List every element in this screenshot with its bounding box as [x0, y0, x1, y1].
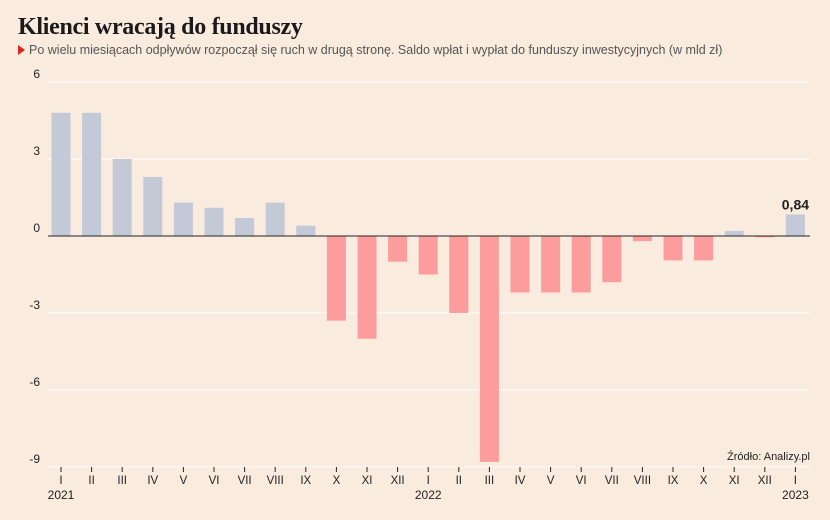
bar — [82, 112, 102, 236]
x-tick-label: V — [547, 475, 555, 487]
y-tick-label: -6 — [29, 375, 40, 389]
triangle-marker-icon — [18, 45, 25, 55]
x-tick-label: IX — [300, 475, 311, 487]
x-tick-label: IV — [147, 475, 158, 487]
x-tick-label: VIII — [634, 475, 651, 487]
x-tick-label: X — [333, 475, 341, 487]
x-tick-label: VIII — [267, 475, 284, 487]
x-tick-label: XII — [758, 475, 772, 487]
x-tick-label: XI — [362, 475, 373, 487]
bar — [235, 218, 255, 236]
bar — [632, 236, 652, 242]
bar — [694, 236, 714, 261]
bar — [571, 236, 591, 293]
x-tick-label: I — [59, 475, 62, 487]
x-tick-label: III — [485, 475, 495, 487]
x-tick-label: I — [427, 475, 430, 487]
x-tick-label: VII — [605, 475, 619, 487]
bar — [755, 236, 775, 238]
source-note: Źródło: Analizy.pl — [727, 451, 810, 463]
bar — [724, 230, 744, 236]
x-tick-label: I — [794, 475, 797, 487]
bar — [602, 236, 622, 283]
y-tick-label: -9 — [29, 452, 40, 466]
data-labels: 0,84 — [782, 196, 809, 212]
x-tick-label: IX — [668, 475, 679, 487]
bar — [388, 236, 408, 262]
x-tick-label: X — [700, 475, 708, 487]
year-label: 2023 — [782, 488, 809, 502]
bar — [785, 214, 805, 236]
chart-subtitle: Po wielu miesiącach odpływów rozpoczął s… — [18, 43, 722, 57]
y-tick-label: 3 — [33, 144, 40, 158]
x-tick-label: XII — [391, 475, 405, 487]
x-tick-label: IV — [515, 475, 526, 487]
bars — [51, 112, 805, 462]
year-labels: 2021 2022 2023 — [48, 488, 809, 502]
bar — [357, 236, 377, 339]
y-axis-labels: 6 3 0 -3 -6 -9 — [29, 67, 40, 466]
x-tick-label: II — [88, 475, 94, 487]
bar — [204, 207, 224, 236]
x-tick-label: V — [180, 475, 188, 487]
x-tick-label: VII — [238, 475, 252, 487]
x-axis-labels: I II III IV V VI VII VIII IX X XI XII I II III IV V VI VII… — [59, 475, 797, 487]
bar — [173, 202, 193, 236]
bar — [418, 236, 438, 275]
year-label: 2022 — [415, 488, 442, 502]
bar — [449, 236, 469, 313]
x-tick-label: III — [117, 475, 127, 487]
y-tick-label: 6 — [33, 67, 40, 81]
bar — [326, 236, 346, 321]
grid-lines — [48, 81, 810, 468]
bar — [510, 236, 530, 293]
y-tick-label: 0 — [33, 221, 40, 235]
data-label: 0,84 — [782, 196, 809, 212]
x-tick-label: VI — [576, 475, 587, 487]
bar — [265, 202, 285, 236]
bar — [51, 112, 71, 236]
bar — [479, 236, 499, 462]
x-tick-label: VI — [209, 475, 220, 487]
bar — [112, 159, 132, 236]
x-tick-label: II — [456, 475, 462, 487]
bar — [663, 236, 683, 261]
x-axis-ticks — [60, 467, 796, 472]
year-label: 2021 — [48, 488, 75, 502]
bar — [143, 176, 163, 236]
bar — [541, 236, 561, 293]
subtitle-text: Po wielu miesiącach odpływów rozpoczął s… — [29, 43, 723, 57]
bar — [296, 225, 316, 236]
y-tick-label: -3 — [29, 298, 40, 312]
chart-title: Klienci wracają do funduszy — [18, 14, 303, 40]
x-tick-label: XI — [729, 475, 740, 487]
